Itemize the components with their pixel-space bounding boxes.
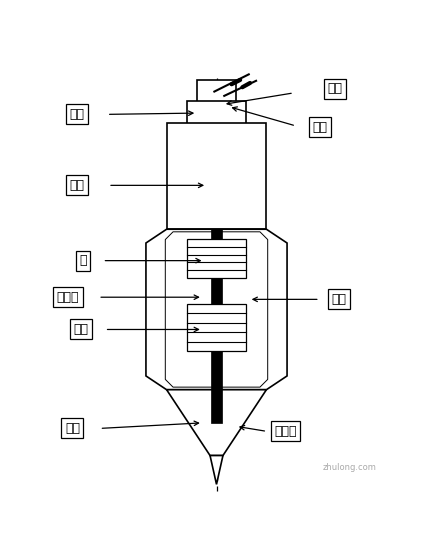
Bar <box>187 101 246 124</box>
Bar <box>167 123 266 229</box>
Text: 壳体: 壳体 <box>74 323 88 336</box>
Text: 水管: 水管 <box>327 82 343 95</box>
Bar <box>197 81 236 102</box>
Text: zhulong.com: zhulong.com <box>323 463 377 472</box>
Text: 吊具: 吊具 <box>69 108 84 121</box>
Polygon shape <box>165 232 268 387</box>
Text: 电缆: 电缆 <box>312 121 327 134</box>
Bar <box>187 304 246 351</box>
Text: 出水口: 出水口 <box>274 425 297 438</box>
Polygon shape <box>146 229 287 390</box>
Text: 翅片: 翅片 <box>332 293 346 306</box>
Text: 偏心块: 偏心块 <box>57 291 79 304</box>
Text: 电机: 电机 <box>69 179 84 192</box>
Polygon shape <box>167 390 266 455</box>
Bar <box>187 239 246 278</box>
Text: 轴: 轴 <box>79 254 87 267</box>
Bar <box>211 229 222 423</box>
Text: 头部: 头部 <box>65 422 80 435</box>
Polygon shape <box>210 455 223 484</box>
